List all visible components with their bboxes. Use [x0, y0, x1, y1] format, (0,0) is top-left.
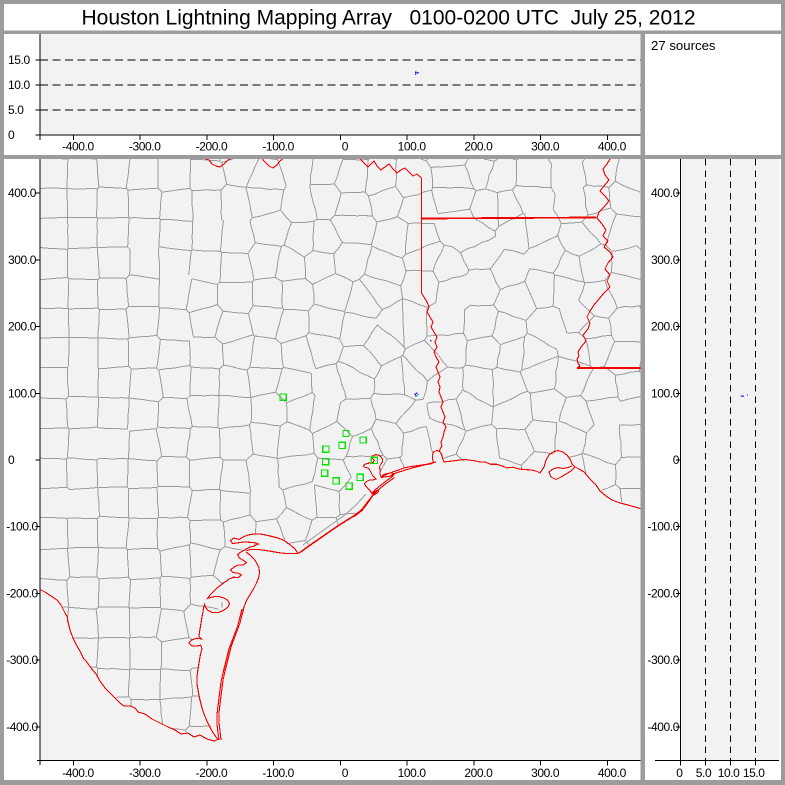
- svg-text:-100.0: -100.0: [262, 140, 294, 154]
- svg-text:5.0: 5.0: [696, 766, 712, 780]
- svg-text:-200.0: -200.0: [647, 586, 679, 600]
- svg-text:15.0: 15.0: [8, 53, 30, 67]
- svg-text:300.0: 300.0: [531, 766, 560, 780]
- svg-text:400.0: 400.0: [598, 140, 627, 154]
- svg-text:0: 0: [8, 128, 15, 142]
- svg-text:300.0: 300.0: [651, 253, 680, 267]
- svg-text:400.0: 400.0: [8, 186, 37, 200]
- svg-text:400.0: 400.0: [651, 186, 680, 200]
- svg-text:-300.0: -300.0: [129, 140, 161, 154]
- svg-text:0: 0: [676, 766, 683, 780]
- svg-text:5.0: 5.0: [8, 103, 24, 117]
- svg-text:100.0: 100.0: [398, 140, 427, 154]
- svg-text:-400.0: -400.0: [6, 720, 38, 734]
- svg-text:200.0: 200.0: [464, 766, 493, 780]
- svg-text:-200.0: -200.0: [196, 140, 228, 154]
- svg-text:0: 0: [8, 453, 15, 467]
- svg-text:200.0: 200.0: [651, 320, 680, 334]
- svg-text:-100.0: -100.0: [647, 520, 679, 534]
- svg-text:200.0: 200.0: [8, 320, 37, 334]
- svg-text:0: 0: [673, 453, 680, 467]
- svg-text:-300.0: -300.0: [129, 766, 161, 780]
- svg-text:100.0: 100.0: [398, 766, 427, 780]
- svg-text:0: 0: [342, 766, 349, 780]
- svg-text:300.0: 300.0: [531, 140, 560, 154]
- svg-text:-200.0: -200.0: [196, 766, 228, 780]
- svg-text:100.0: 100.0: [8, 386, 37, 400]
- svg-text:200.0: 200.0: [464, 140, 493, 154]
- svg-text:-200.0: -200.0: [6, 586, 38, 600]
- svg-text:10.0: 10.0: [718, 766, 740, 780]
- svg-text:10.0: 10.0: [8, 78, 30, 92]
- svg-text:400.0: 400.0: [598, 766, 627, 780]
- svg-text:-300.0: -300.0: [647, 653, 679, 667]
- svg-text:-400.0: -400.0: [647, 720, 679, 734]
- svg-text:-400.0: -400.0: [62, 766, 94, 780]
- svg-text:300.0: 300.0: [8, 253, 37, 267]
- svg-text:0: 0: [342, 140, 349, 154]
- svg-text:100.0: 100.0: [651, 386, 680, 400]
- svg-text:-100.0: -100.0: [262, 766, 294, 780]
- svg-text:-400.0: -400.0: [62, 140, 94, 154]
- svg-text:-300.0: -300.0: [6, 653, 38, 667]
- svg-text:15.0: 15.0: [743, 766, 765, 780]
- svg-text:-100.0: -100.0: [6, 520, 38, 534]
- svg-text:27 sources: 27 sources: [651, 38, 716, 53]
- svg-text:Houston Lightning Mapping Arra: Houston Lightning Mapping Array 0100-020…: [81, 7, 695, 30]
